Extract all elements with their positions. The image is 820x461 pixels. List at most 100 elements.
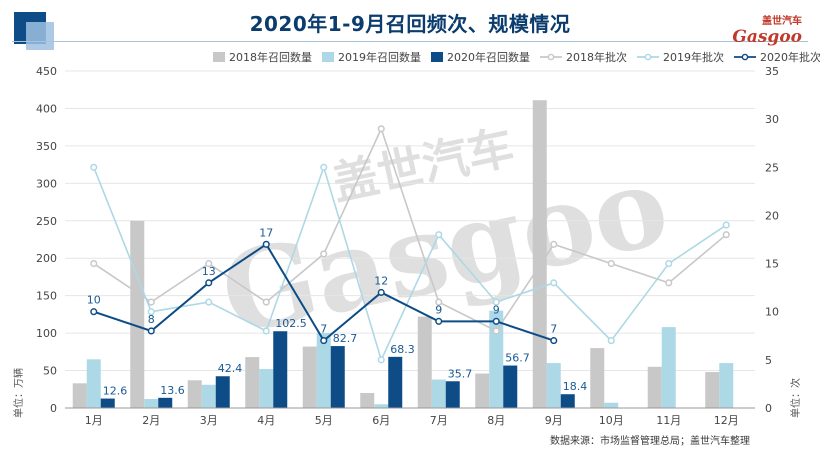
series-line xyxy=(93,126,727,333)
bar xyxy=(661,327,676,408)
x-tick-label: 7月 xyxy=(430,414,448,427)
line-point xyxy=(320,250,328,258)
bar-data-label: 68.3 xyxy=(390,343,415,356)
line-point xyxy=(262,298,270,306)
line-data-label: 7 xyxy=(550,323,557,336)
logo-english: Gasgoo xyxy=(732,27,802,47)
bar-data-label: 13.6 xyxy=(160,384,185,397)
left-tick-label: 400 xyxy=(36,102,57,115)
line-data-label: 17 xyxy=(259,226,273,239)
right-tick-label: 20 xyxy=(765,209,779,222)
bar xyxy=(590,348,605,408)
left-tick-label: 350 xyxy=(36,140,57,153)
bar xyxy=(72,383,87,408)
gridlines xyxy=(65,70,755,372)
line-point xyxy=(147,327,155,335)
right-tick-label: 25 xyxy=(765,161,779,174)
line-point xyxy=(492,298,500,306)
legend-label: 2020年召回数量 xyxy=(447,50,530,64)
bar xyxy=(215,376,230,408)
x-tick-label: 8月 xyxy=(487,414,505,427)
right-tick-label: 35 xyxy=(765,65,779,78)
legend-marker xyxy=(741,53,749,61)
line-point xyxy=(722,231,730,239)
line-point xyxy=(722,221,730,229)
legend-swatch xyxy=(431,52,443,62)
bar xyxy=(503,365,518,408)
right-tick-label: 0 xyxy=(765,402,772,415)
legend-label: 2020年批次 xyxy=(760,50,820,64)
bar xyxy=(187,380,202,408)
line-point xyxy=(262,240,270,248)
legend-marker xyxy=(644,53,652,61)
legend-label: 2018年召回数量 xyxy=(229,50,312,64)
bar xyxy=(647,366,662,408)
legend-label: 2019年批次 xyxy=(663,50,724,64)
title-divider xyxy=(12,41,808,42)
line-point xyxy=(377,356,385,364)
logo-chinese: 盖世汽车 xyxy=(762,16,802,27)
bar-data-label: 18.4 xyxy=(563,380,588,393)
line-point xyxy=(665,260,673,268)
bar xyxy=(489,310,504,408)
line-point xyxy=(205,260,213,268)
bar xyxy=(604,402,619,408)
bar xyxy=(388,356,403,408)
line-point xyxy=(262,327,270,335)
line-point xyxy=(665,279,673,287)
legend-swatch xyxy=(213,52,225,62)
bar xyxy=(144,399,159,408)
line-data-label: 7 xyxy=(320,323,327,336)
bar-data-label: 12.6 xyxy=(103,385,128,398)
right-tick-label: 5 xyxy=(765,354,772,367)
legend-label: 2018年批次 xyxy=(566,50,627,64)
chart-title: 2020年1-9月召回频次、规模情况 xyxy=(249,12,571,36)
line-point xyxy=(205,279,213,287)
line-data-label: 8 xyxy=(148,313,155,326)
bar xyxy=(417,316,432,408)
left-tick-label: 200 xyxy=(36,252,57,265)
left-axis-label: 单位：万辆 xyxy=(12,368,25,418)
data-labels-layer: 12.6 13.6 42.4 102.5 82.7 68.3 35.7 56.7 18.4 10 8… xyxy=(87,226,588,397)
x-tick-label: 12月 xyxy=(714,414,739,427)
bar xyxy=(158,397,173,408)
series-line xyxy=(93,164,727,363)
x-tick-label: 2月 xyxy=(142,414,160,427)
bar-data-label: 56.7 xyxy=(505,352,530,365)
lines-layer xyxy=(90,125,730,364)
bar xyxy=(86,359,101,408)
x-tick-label: 9月 xyxy=(545,414,563,427)
line-point xyxy=(90,260,98,268)
bar xyxy=(475,373,490,408)
legend-marker xyxy=(547,53,555,61)
x-tick-label: 4月 xyxy=(257,414,275,427)
bar xyxy=(130,220,145,408)
corner-decoration xyxy=(14,12,54,50)
line-point xyxy=(320,337,328,345)
line-point xyxy=(435,231,443,239)
line-point xyxy=(607,337,615,345)
line-point xyxy=(607,260,615,268)
x-tick-label: 10月 xyxy=(599,414,624,427)
line-data-label: 13 xyxy=(202,265,216,278)
bar-data-label: 102.5 xyxy=(275,317,307,330)
line-point xyxy=(550,240,558,248)
left-tick-label: 0 xyxy=(50,402,57,415)
right-axis-label: 单位：次 xyxy=(789,378,802,418)
right-tick-label: 10 xyxy=(765,306,779,319)
bar-data-label: 42.4 xyxy=(218,362,243,375)
bar xyxy=(245,357,260,408)
bar-data-label: 35.7 xyxy=(448,367,473,380)
x-tick-label: 11月 xyxy=(656,414,681,427)
legend: 2018年召回数量 2019年召回数量 2020年召回数量 2018年批次 2019年批… xyxy=(213,50,820,64)
bar xyxy=(431,379,446,408)
bar xyxy=(445,381,460,408)
bar xyxy=(201,384,216,408)
left-tick-label: 250 xyxy=(36,215,57,228)
line-point xyxy=(90,163,98,171)
left-tick-label: 50 xyxy=(43,365,57,378)
line-point xyxy=(377,288,385,297)
bar xyxy=(316,333,331,408)
line-point xyxy=(147,308,155,316)
